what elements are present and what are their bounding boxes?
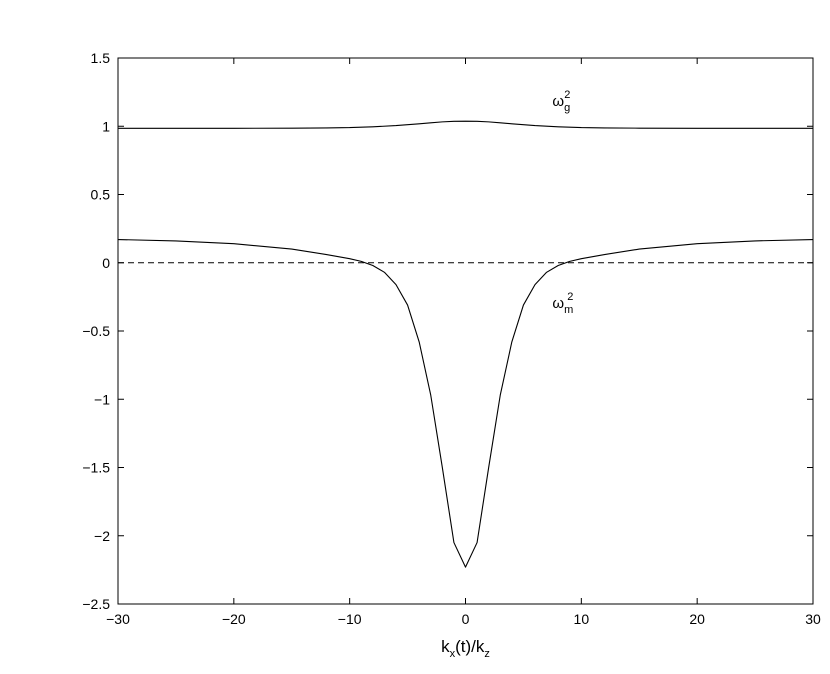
x-axis-label: kx(t)/kz <box>441 637 490 660</box>
y-tick-label: −2.5 <box>82 596 110 612</box>
y-tick-label: 1.5 <box>91 50 111 66</box>
x-tick-label: 0 <box>462 611 470 627</box>
y-tick-label: 1 <box>102 118 110 134</box>
y-tick-label: −2 <box>94 528 110 544</box>
annotation-sub: g <box>564 102 570 114</box>
annotation-sub: m <box>564 304 573 316</box>
annotation-main: ω <box>552 93 564 110</box>
series-layer <box>117 120 814 568</box>
plot-area <box>117 57 814 605</box>
annotation-label: ωm2 <box>552 291 573 316</box>
y-tick-label: −1 <box>94 391 110 407</box>
annotation-sup: 2 <box>564 89 570 101</box>
y-tick-label: 0.5 <box>91 187 111 203</box>
x-tick-label: −20 <box>222 611 246 627</box>
y-tick-label: −1.5 <box>82 460 110 476</box>
x-tick-label: −30 <box>106 611 130 627</box>
x-tick-label: 20 <box>689 611 705 627</box>
x-tick-label: −10 <box>338 611 362 627</box>
x-tick-label: 30 <box>805 611 821 627</box>
x-axis-label-sub2: z <box>484 648 490 660</box>
y-tick-label: 0 <box>102 255 110 271</box>
x-axis-label-mid: (t)/k <box>455 637 485 656</box>
x-axis-label-main: k <box>441 637 450 656</box>
y-tick-label: −0.5 <box>82 323 110 339</box>
ticks-layer: −30 −20 −10 0 10 20 30 −2.5 −2 −1.5 −1 −0.5 0 0.5 1 1.5 <box>82 50 821 627</box>
annotation-sup: 2 <box>567 291 573 303</box>
annotation-label: ωg2 <box>552 89 570 114</box>
annotation-main: ω <box>552 295 564 312</box>
x-axis-label-sub1: x <box>450 648 456 660</box>
series-line-2 <box>117 239 814 568</box>
x-tick-label: 10 <box>574 611 590 627</box>
plot-frame <box>117 57 814 605</box>
series-line-1 <box>118 120 813 129</box>
